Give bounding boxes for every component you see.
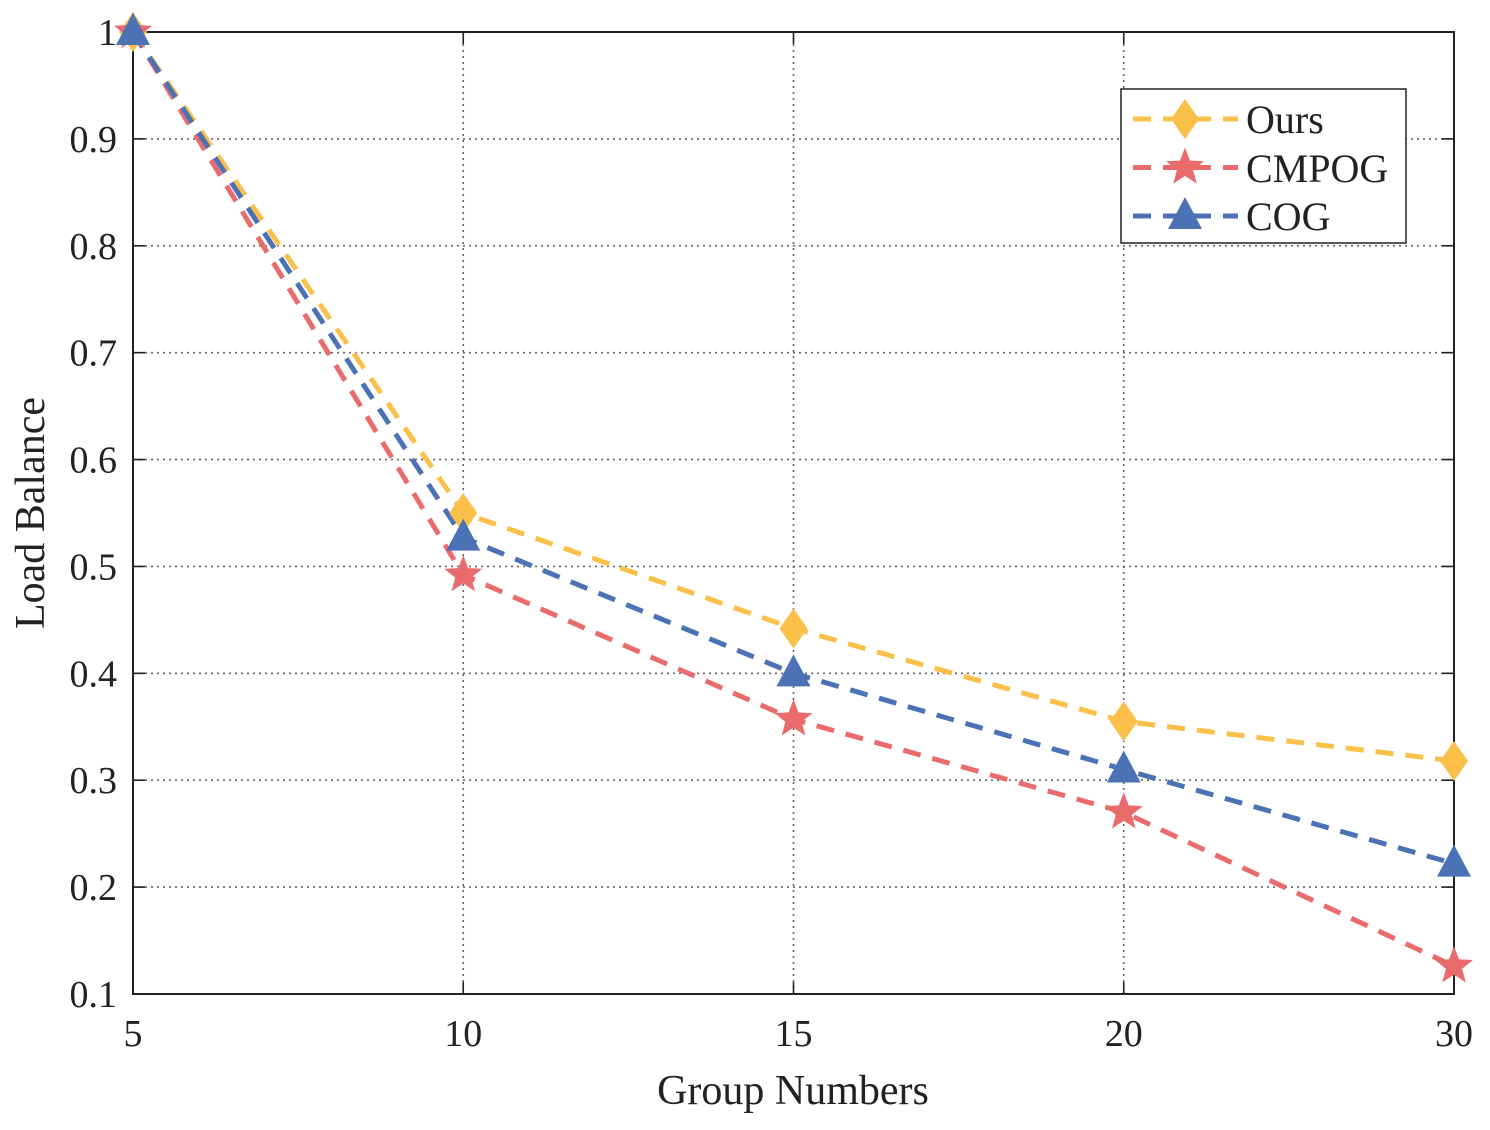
x-tick-label: 20 <box>1105 1013 1143 1055</box>
y-tick-label: 0.5 <box>70 546 118 588</box>
legend-marker-cmpog <box>1166 147 1204 184</box>
data-point-cog <box>776 654 811 687</box>
legend-marker-cog <box>1168 197 1202 229</box>
legend-label-cmpog: CMPOG <box>1246 146 1388 191</box>
data-point-cog <box>116 13 150 45</box>
data-point-cog <box>1437 844 1471 877</box>
x-tick-label: 10 <box>444 1013 482 1055</box>
data-point-cog <box>446 518 481 551</box>
legend-entry-cmpog: CMPOG <box>1133 146 1388 191</box>
y-tick-label: 0.8 <box>70 226 118 268</box>
legend-marker-ours <box>1171 99 1199 139</box>
y-axis-label: Load Balance <box>8 397 54 629</box>
y-tick-label: 0.2 <box>70 867 118 909</box>
x-tick-label: 15 <box>775 1013 813 1055</box>
y-tick-label: 0.4 <box>70 653 118 695</box>
series-markers <box>114 12 1473 983</box>
data-point-cmpog <box>774 699 813 736</box>
y-tick-label: 0.7 <box>70 333 118 375</box>
legend: Ours CMPOG COG <box>1120 88 1407 244</box>
x-axis-label: Group Numbers <box>657 1068 929 1114</box>
data-point-cmpog <box>1435 946 1473 983</box>
data-point-ours <box>449 493 478 533</box>
legend-entry-cog: COG <box>1133 194 1330 239</box>
data-point-cmpog <box>444 555 483 592</box>
tick-labels: 5 10 15 20 30 0.1 0.2 0.3 0.4 0.5 0.6 0.7 0.8 0.9 1 <box>70 12 1474 1055</box>
data-point-cmpog <box>1104 792 1143 829</box>
y-tick-label: 0.9 <box>70 119 118 161</box>
y-tick-label: 0.3 <box>70 760 118 802</box>
x-tick-label: 5 <box>124 1013 143 1055</box>
legend-label-cog: COG <box>1246 194 1330 239</box>
legend-entry-ours: Ours <box>1133 97 1324 142</box>
x-tick-label: 30 <box>1435 1013 1473 1055</box>
y-tick-label: 0.1 <box>70 974 118 1016</box>
legend-label-ours: Ours <box>1246 97 1324 142</box>
data-point-ours <box>1109 701 1138 742</box>
data-point-ours <box>1440 740 1468 781</box>
y-tick-label: 1 <box>98 12 117 54</box>
data-point-cog <box>1106 750 1141 783</box>
y-tick-label: 0.6 <box>70 440 118 482</box>
data-point-ours <box>779 608 808 649</box>
axis-ticks <box>132 31 1455 995</box>
